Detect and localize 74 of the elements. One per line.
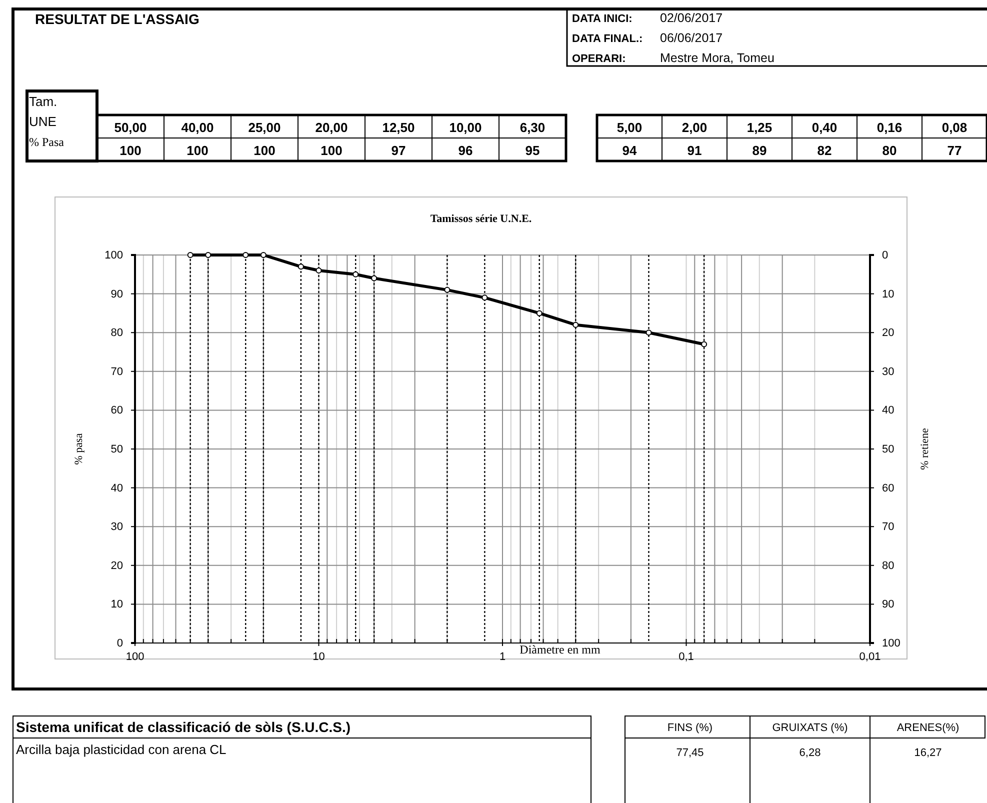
y2-tick-label: 100 <box>882 638 900 650</box>
y2-tick-label: 60 <box>882 482 894 494</box>
text: Sistema unificat de classificació de sòls (S.U.C.S.) <box>16 719 351 735</box>
chart-title: Tamissos série U.N.E. <box>430 213 532 225</box>
text: DATA FINAL.: <box>572 33 643 45</box>
y2-tick-label: 20 <box>882 327 894 340</box>
y-axis-title: % pasa <box>73 433 85 465</box>
y-tick-label: 90 <box>110 288 123 300</box>
text: Mestre Mora, Tomeu <box>660 51 774 65</box>
y2-tick-label: 0 <box>882 250 888 262</box>
text: 40,00 <box>181 120 214 135</box>
y2-tick-label: 10 <box>882 288 894 300</box>
x-tick-label: 10 <box>312 650 325 663</box>
y-tick-label: 40 <box>110 482 123 494</box>
y2-tick-label: 70 <box>882 521 894 534</box>
text: 80 <box>882 143 897 158</box>
text: 77,45 <box>676 747 704 759</box>
text: 25,00 <box>248 120 281 135</box>
text: 16,27 <box>914 747 942 759</box>
text: FINS (%) <box>667 722 713 734</box>
text: 02/06/2017 <box>660 11 723 25</box>
text: Tam. <box>29 94 58 109</box>
y-tick-label: 30 <box>110 521 123 534</box>
text: 100 <box>186 143 208 158</box>
y-tick-label: 20 <box>110 560 123 572</box>
text: OPERARI: <box>572 53 626 65</box>
y2-tick-label: 90 <box>882 598 894 611</box>
text: 6,30 <box>520 120 546 135</box>
text: Arcilla baja plasticidad con arena CL <box>16 742 226 757</box>
text: % Pasa <box>29 135 65 149</box>
y-tick-label: 80 <box>110 327 123 340</box>
text: 0,08 <box>942 120 968 135</box>
text: 91 <box>687 143 702 158</box>
y-tick-label: 0 <box>116 638 123 650</box>
y-tick-label: 50 <box>110 444 123 456</box>
y-tick-label: 100 <box>104 250 123 262</box>
text: 6,28 <box>799 747 821 759</box>
text: DATA INICI: <box>572 13 632 25</box>
x-tick-label: 100 <box>126 650 144 663</box>
y-tick-label: 60 <box>110 404 123 417</box>
text: 96 <box>458 143 473 158</box>
text: 10,00 <box>449 120 482 135</box>
text: 0,40 <box>812 120 838 135</box>
text: 1,25 <box>746 120 772 135</box>
text: 97 <box>391 143 406 158</box>
x-tick-label: 1 <box>499 650 506 663</box>
text: 100 <box>254 143 276 158</box>
x-tick-label: 0,01 <box>859 650 881 663</box>
text: UNE <box>29 114 57 129</box>
text: 100 <box>320 143 342 158</box>
text: 2,00 <box>682 120 708 135</box>
y2-tick-label: 30 <box>882 366 894 378</box>
y2-tick-label: 50 <box>882 444 894 456</box>
y2-axis-title: % retiene <box>919 428 931 470</box>
text: 82 <box>817 143 832 158</box>
text: 94 <box>622 143 638 158</box>
text: GRUIXATS (%) <box>772 722 848 734</box>
y2-tick-label: 80 <box>882 560 894 572</box>
text: 89 <box>752 143 767 158</box>
y-tick-label: 70 <box>110 366 123 378</box>
text: 95 <box>525 143 540 158</box>
text: 0,16 <box>876 120 902 135</box>
text: 12,50 <box>382 120 415 135</box>
text: 50,00 <box>114 120 147 135</box>
text: 20,00 <box>315 120 348 135</box>
text: ARENES(%) <box>896 722 960 734</box>
y-tick-label: 10 <box>110 598 123 611</box>
text: 06/06/2017 <box>660 31 723 45</box>
x-axis-title: Diàmetre en mm <box>520 642 601 656</box>
text: 77 <box>947 143 962 158</box>
y2-tick-label: 40 <box>882 404 894 417</box>
x-tick-label: 0,1 <box>678 650 694 663</box>
text: 5,00 <box>616 120 642 135</box>
text: RESULTAT DE L'ASSAIG <box>35 11 200 27</box>
